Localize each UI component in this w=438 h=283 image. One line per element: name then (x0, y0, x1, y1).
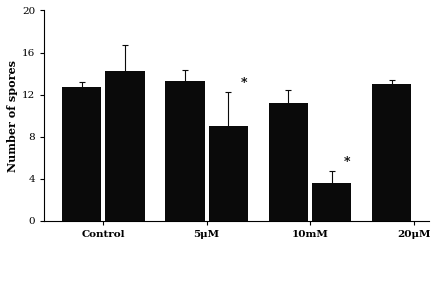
Text: *: * (343, 156, 350, 169)
Bar (311, 183, 351, 221)
Bar (105, 71, 144, 221)
Bar (165, 81, 204, 221)
Bar (371, 84, 410, 221)
Bar (268, 103, 307, 221)
Bar (208, 126, 247, 221)
Bar (62, 87, 101, 221)
Text: *: * (240, 77, 247, 90)
Y-axis label: Number of spores: Number of spores (7, 60, 18, 171)
